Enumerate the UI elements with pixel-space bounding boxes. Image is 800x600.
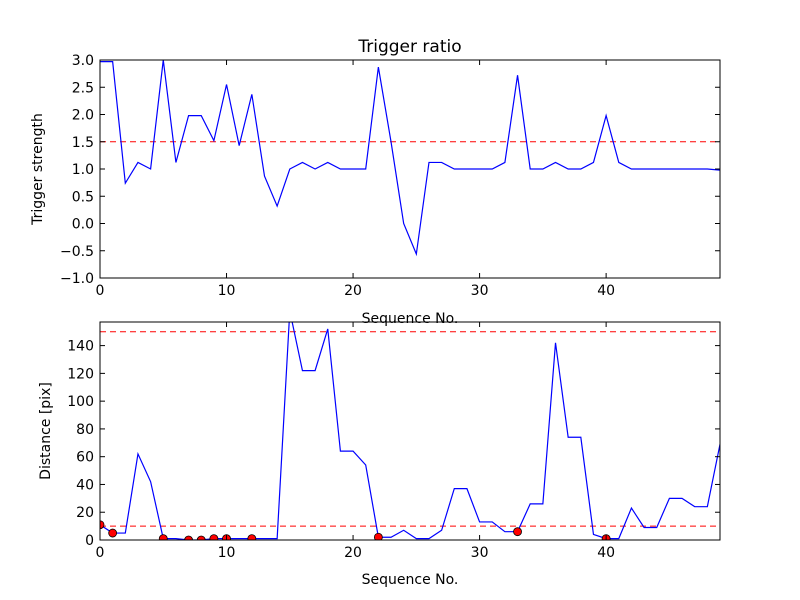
data-point: [158, 534, 168, 540]
y-tick-label: 0: [85, 533, 94, 549]
y-tick-label: 40: [76, 477, 94, 493]
series-line: [100, 322, 720, 540]
y-tick-label: 80: [76, 422, 94, 438]
x-tick-label: 10: [218, 545, 236, 561]
y-tick-label: 3.0: [72, 53, 94, 69]
x-tick-label: 40: [597, 545, 615, 561]
y-tick-label: 100: [67, 394, 94, 410]
y-tick-label: −0.5: [60, 244, 94, 260]
x-tick-label: 10: [218, 283, 236, 299]
x-tick-label: 0: [96, 545, 105, 561]
y-axis-label: Trigger strength: [30, 113, 46, 226]
axes-frame: [99, 321, 721, 541]
data-point: [513, 527, 522, 537]
y-tick-label: 60: [76, 450, 94, 466]
trigger-ratio-chart: Trigger ratio 0 10 20 30 40 −1.0 −0.5 0.0 0.5 1.…: [30, 37, 721, 327]
x-tick-label: 20: [344, 283, 362, 299]
data-point: [196, 535, 206, 540]
chart-title: Trigger ratio: [357, 37, 461, 57]
plot-area: [100, 322, 720, 540]
y-axis-label: Distance [pix]: [38, 382, 54, 480]
plot-area: [100, 60, 720, 257]
axes-frame: [99, 59, 721, 279]
data-point: [247, 534, 257, 540]
x-tick-label: 20: [344, 545, 362, 561]
data-point: [108, 528, 118, 538]
y-tick-label: 0.5: [72, 189, 94, 205]
x-axis-ticks: 0 10 20 30 40: [96, 322, 615, 561]
data-point: [184, 535, 193, 540]
data-point: [373, 532, 383, 540]
x-tick-label: 0: [96, 283, 105, 299]
series-line: [100, 60, 720, 257]
data-point: [209, 534, 219, 540]
x-tick-label: 30: [471, 545, 489, 561]
y-tick-label: 120: [67, 366, 94, 382]
distance-chart: 0 10 20 30 40 0 20 40 60 80 100 120 140 Sequence No…: [38, 321, 721, 588]
y-tick-label: −1.0: [60, 271, 94, 287]
y-axis-ticks: 0 20 40 60 80 100 120 140: [67, 339, 720, 549]
x-tick-label: 30: [471, 283, 489, 299]
x-axis-label: Sequence No.: [362, 311, 459, 327]
y-tick-label: 140: [67, 339, 94, 355]
y-tick-label: 0.0: [72, 217, 94, 233]
x-axis-ticks: 0 10 20 30 40: [96, 60, 615, 299]
y-tick-label: 1.0: [72, 162, 94, 178]
y-tick-label: 1.5: [72, 135, 94, 151]
y-tick-label: 2.5: [72, 80, 94, 96]
y-tick-label: 2.0: [72, 108, 94, 124]
data-point: [100, 520, 105, 530]
y-axis-ticks: −1.0 −0.5 0.0 0.5 1.0 1.5 2.0 2.5 3.0: [60, 53, 720, 287]
x-axis-label: Sequence No.: [362, 572, 459, 588]
y-tick-label: 20: [76, 505, 94, 521]
x-tick-label: 40: [597, 283, 615, 299]
